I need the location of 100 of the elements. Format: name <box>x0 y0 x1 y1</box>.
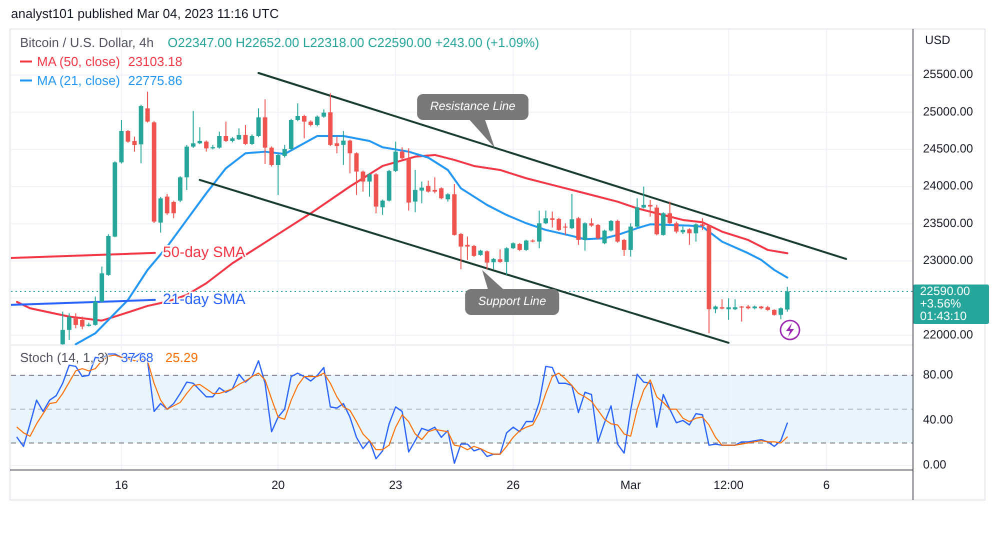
candlestick <box>439 186 444 200</box>
candlestick <box>315 115 320 127</box>
x-tick-label: 23 <box>388 478 403 492</box>
candlestick <box>458 232 464 270</box>
text: analyst101 published Mar 04, 2023 11:16 UTC <box>11 6 279 21</box>
candlestick <box>608 220 614 232</box>
y-tick-label: 23500.00 <box>923 216 974 230</box>
candlestick <box>596 224 600 240</box>
x-tick-label: 20 <box>271 478 286 492</box>
legend-label: MA (50, close) 23103.18 <box>37 54 182 69</box>
candlestick <box>556 217 562 232</box>
candlestick <box>498 248 502 264</box>
y-tick-label: 25500.00 <box>923 67 974 82</box>
candlestick <box>60 311 65 345</box>
candlestick <box>393 141 398 173</box>
candlestick <box>615 219 620 244</box>
candlestick <box>641 186 646 210</box>
candlestick <box>544 210 548 225</box>
candlestick <box>360 170 366 192</box>
candlestick <box>687 228 692 246</box>
candlestick <box>622 238 626 256</box>
candlestick <box>250 134 254 146</box>
candlestick <box>582 222 588 252</box>
x-tick-label: 26 <box>506 478 520 492</box>
candlestick <box>164 193 170 216</box>
candlestick <box>472 244 476 258</box>
candlestick <box>269 146 274 167</box>
candlestick <box>145 91 150 124</box>
y-tick-label: 22000.00 <box>923 328 974 342</box>
y-tick-label: 23000.00 <box>923 253 974 268</box>
candlestick <box>661 212 666 236</box>
candlestick <box>191 110 196 148</box>
candlestick <box>634 198 640 228</box>
candlestick <box>204 140 209 152</box>
candlestick <box>426 180 430 194</box>
candlestick <box>739 305 744 322</box>
candlestick <box>334 136 340 154</box>
candlestick <box>126 130 130 144</box>
candlestick <box>432 176 438 194</box>
candlestick <box>354 152 359 196</box>
candlestick <box>420 181 424 204</box>
candlestick <box>726 298 731 320</box>
candlestick <box>276 153 280 196</box>
candlestick <box>66 312 72 340</box>
x-tick-label: 12:00 <box>714 478 744 492</box>
candlestick <box>412 169 418 213</box>
candlestick <box>550 211 555 228</box>
candlestick <box>80 316 84 330</box>
candlestick <box>668 201 672 225</box>
y-tick-label: 24000.00 <box>923 178 974 193</box>
candlestick <box>602 229 607 245</box>
ref-line-label: 22590.00 +3.56% 01:43:10 <box>920 284 970 324</box>
x-tick-label: 16 <box>114 478 128 492</box>
x-tick-label: Mar <box>620 478 641 492</box>
series-label: 50-day SMA <box>162 244 246 261</box>
candlestick <box>400 146 404 160</box>
candlestick <box>563 222 568 236</box>
candlestick <box>302 114 306 139</box>
candlestick <box>648 199 652 218</box>
candlestick <box>236 128 242 141</box>
candlestick <box>282 144 287 158</box>
candlestick <box>465 236 470 260</box>
y-tick-label: 0.00 <box>923 458 947 472</box>
candlestick <box>171 200 176 219</box>
candlestick <box>570 193 574 230</box>
candlestick <box>628 222 633 258</box>
y-tick-label: 40.00 <box>923 412 954 427</box>
candlestick <box>524 239 528 252</box>
candlestick <box>178 176 182 203</box>
candlestick <box>778 306 784 320</box>
candlestick <box>256 108 261 138</box>
candlestick <box>720 298 724 310</box>
candlestick <box>504 246 509 276</box>
candlestick <box>348 139 352 174</box>
candlestick <box>93 296 98 326</box>
candlestick <box>576 216 581 246</box>
candlestick <box>700 218 705 230</box>
chart-title: Bitcoin / U.S. Dollar, 4h <box>20 35 154 50</box>
candlestick <box>217 131 222 150</box>
candlestick <box>224 121 228 142</box>
chart-subtitle: O22347.00 H22652.00 L22318.00 C22590.00 +243.00 (+1.09%) <box>168 35 540 50</box>
y-tick-label: 24500.00 <box>923 142 974 156</box>
candlestick <box>732 298 738 311</box>
candlestick <box>491 257 496 270</box>
line-series <box>74 134 788 345</box>
candlestick <box>243 124 248 146</box>
legend-label: MA (21, close) 22775.86 <box>37 73 182 88</box>
candlestick <box>537 210 542 249</box>
y-tick-label: 80.00 <box>923 368 954 382</box>
y-axis-title: USD <box>925 33 951 47</box>
x-tick-label: 6 <box>823 478 830 492</box>
candlestick <box>674 221 679 234</box>
candlestick <box>198 126 202 145</box>
annotation: Support Line <box>478 294 546 308</box>
candlestick <box>295 102 300 122</box>
series-label: 25.29 <box>165 350 198 365</box>
candlestick <box>380 199 385 216</box>
candlestick <box>341 130 346 166</box>
y-tick-label: 25000.00 <box>923 104 974 118</box>
annotation: Resistance Line <box>430 99 516 114</box>
